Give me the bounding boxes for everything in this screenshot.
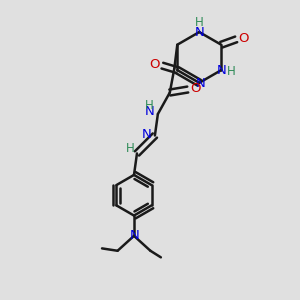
Text: H: H	[226, 65, 235, 78]
Text: H: H	[145, 99, 154, 112]
Text: N: N	[145, 105, 154, 118]
Text: O: O	[238, 32, 249, 45]
Text: O: O	[150, 58, 160, 71]
Text: O: O	[190, 82, 200, 95]
Text: N: N	[194, 26, 204, 38]
Text: H: H	[126, 142, 135, 154]
Text: N: N	[142, 128, 152, 141]
Text: N: N	[196, 77, 206, 90]
Text: N: N	[130, 229, 140, 242]
Text: N: N	[216, 64, 226, 76]
Text: H: H	[195, 16, 204, 29]
